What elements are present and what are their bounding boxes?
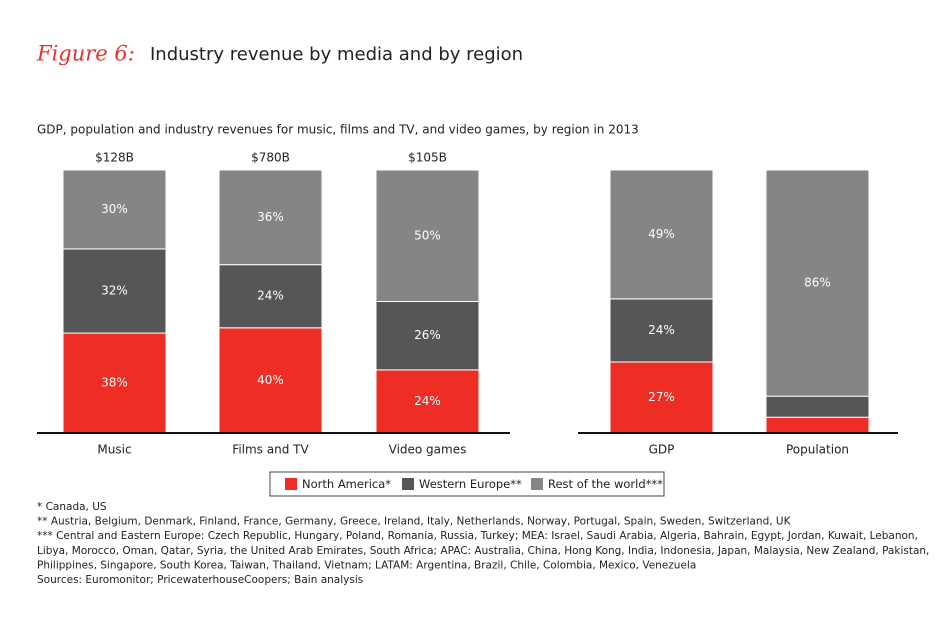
footnote: Libya, Morocco, Oman, Qatar, Syria, the … xyxy=(37,545,929,557)
legend-swatch xyxy=(285,478,297,490)
bar-segment xyxy=(62,169,167,250)
bar-segment xyxy=(375,301,480,371)
data-label: 36% xyxy=(257,210,284,224)
bar-segment xyxy=(765,395,870,418)
footnote: Sources: Euromonitor; PricewaterhouseCoo… xyxy=(37,574,363,586)
chart-title: Industry revenue by media and by region xyxy=(150,44,523,65)
bar-segment xyxy=(765,169,870,397)
data-label: 38% xyxy=(101,376,128,390)
figure-label: Figure 6: xyxy=(36,42,135,66)
x-tick-label: Films and TV xyxy=(232,443,309,457)
legend-swatch xyxy=(402,478,414,490)
bar-segment xyxy=(218,169,323,266)
bar-segment xyxy=(375,169,480,302)
total-label: $780B xyxy=(251,151,290,165)
footnote: * Canada, US xyxy=(37,501,107,513)
data-label: 40% xyxy=(257,373,284,387)
data-label: 24% xyxy=(648,323,675,337)
data-label: 26% xyxy=(414,328,441,342)
bar-segment xyxy=(218,264,323,329)
x-tick-label: Population xyxy=(786,443,849,457)
footnote: *** Central and Eastern Europe: Czech Re… xyxy=(37,530,918,542)
total-label: $128B xyxy=(95,151,134,165)
total-label: $105B xyxy=(408,151,447,165)
data-label: 50% xyxy=(414,228,441,242)
legend-label: Rest of the world*** xyxy=(548,477,663,491)
bar-segment xyxy=(765,416,870,434)
x-tick-label: Music xyxy=(97,443,131,457)
x-tick-label: Video games xyxy=(389,443,467,457)
data-label: 49% xyxy=(648,227,675,241)
data-label: 30% xyxy=(101,202,128,216)
bar-segment xyxy=(609,169,714,300)
bar-segment xyxy=(609,361,714,434)
data-label: 86% xyxy=(804,276,831,290)
legend-swatch xyxy=(531,478,543,490)
footnote: Philippines, Singapore, South Korea, Tai… xyxy=(37,559,696,571)
bar-segment xyxy=(375,369,480,434)
footnote: ** Austria, Belgium, Denmark, Finland, F… xyxy=(37,516,792,528)
data-label: 24% xyxy=(414,394,441,408)
bar-segment xyxy=(62,332,167,434)
legend-box xyxy=(269,471,665,497)
legend-label: Western Europe** xyxy=(419,477,522,491)
data-label: 27% xyxy=(648,390,675,404)
legend-label: North America* xyxy=(302,477,391,491)
x-tick-label: GDP xyxy=(649,443,675,457)
data-label: 24% xyxy=(257,289,284,303)
bar-segment xyxy=(609,298,714,363)
subtitle: GDP, population and industry revenues fo… xyxy=(37,123,639,137)
bar-segment xyxy=(218,327,323,434)
data-label: 32% xyxy=(101,283,128,297)
